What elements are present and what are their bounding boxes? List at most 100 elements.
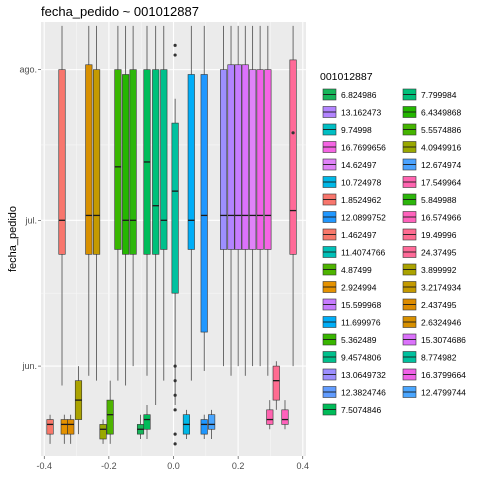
box-body bbox=[122, 74, 130, 255]
legend-item: 24.37495 bbox=[402, 246, 457, 258]
legend-item: 6.4349868 bbox=[402, 106, 461, 118]
box bbox=[152, 25, 160, 405]
box bbox=[99, 419, 107, 444]
legend-label: 1.462497 bbox=[341, 230, 377, 240]
x-ticks: -0.4 -0.2 0.0 0.2 0.4 bbox=[36, 456, 309, 471]
legend-label: 2.924994 bbox=[341, 283, 377, 293]
outlier-point bbox=[173, 53, 177, 57]
legend-item: 2.437495 bbox=[402, 298, 457, 311]
y-tick-label: jun. bbox=[21, 361, 37, 371]
box-body bbox=[266, 409, 274, 425]
y-ticks: jun. jul. ago. bbox=[19, 65, 41, 371]
box bbox=[266, 400, 274, 430]
y-tick-label: ago. bbox=[19, 65, 37, 75]
box-body bbox=[114, 69, 122, 250]
legend-label: 10.724978 bbox=[341, 178, 381, 188]
x-tick-label: -0.2 bbox=[101, 461, 117, 471]
box bbox=[256, 25, 264, 367]
legend-item: 3.2174934 bbox=[402, 281, 461, 293]
box bbox=[114, 25, 122, 381]
box-body bbox=[220, 69, 228, 250]
legend-item: 12.674974 bbox=[402, 158, 461, 171]
legend-label: 16.7699656 bbox=[341, 143, 386, 153]
legend-label: 2.437495 bbox=[421, 300, 457, 310]
box-body bbox=[152, 69, 160, 255]
legend-item: 19.49996 bbox=[402, 228, 457, 241]
legend-item: 8.774982 bbox=[402, 351, 457, 363]
legend-item: 4.0949916 bbox=[402, 141, 461, 153]
legend-item: 17.549964 bbox=[402, 176, 461, 188]
outlier-point bbox=[173, 432, 177, 436]
box bbox=[227, 25, 235, 376]
box bbox=[160, 25, 168, 381]
legend-item: 16.3799664 bbox=[402, 368, 466, 381]
legend: 6.824986 13.162473 9.74998 16.7699656 14.624… bbox=[322, 88, 466, 416]
box bbox=[272, 361, 280, 410]
x-tick-label: 0.2 bbox=[232, 461, 245, 471]
outlier-point bbox=[173, 379, 177, 383]
legend-item: 1.462497 bbox=[322, 228, 377, 241]
box bbox=[67, 414, 75, 444]
y-tick-label: jul. bbox=[24, 215, 37, 225]
y-axis-title: fecha_pedido bbox=[7, 206, 19, 272]
legend-label: 11.4074766 bbox=[341, 248, 386, 258]
legend-item: 7.5074846 bbox=[322, 403, 381, 416]
box-body bbox=[106, 399, 114, 435]
box-body bbox=[281, 409, 289, 425]
legend-label: 14.62497 bbox=[341, 160, 377, 170]
legend-label: 7.799984 bbox=[421, 90, 457, 100]
box-body bbox=[256, 69, 264, 250]
legend-label: 5.362489 bbox=[341, 335, 377, 345]
x-tick-label: 0.0 bbox=[167, 461, 180, 471]
box-body bbox=[208, 414, 216, 430]
legend-item: 15.3074686 bbox=[402, 333, 466, 346]
legend-label: 4.0949916 bbox=[421, 143, 461, 153]
legend-label: 17.549964 bbox=[421, 178, 461, 188]
box bbox=[289, 25, 297, 367]
legend-item: 11.4074766 bbox=[322, 246, 386, 258]
legend-label: 6.824986 bbox=[341, 90, 377, 100]
legend-item: 15.599968 bbox=[322, 298, 381, 311]
box-body bbox=[264, 69, 272, 250]
legend-item: 5.5574886 bbox=[402, 123, 461, 136]
box-body bbox=[171, 122, 179, 294]
box-body bbox=[272, 365, 280, 401]
box bbox=[143, 404, 151, 439]
box-body bbox=[227, 64, 235, 250]
box bbox=[122, 25, 130, 386]
box-body bbox=[200, 419, 208, 435]
box-body bbox=[200, 74, 208, 333]
box bbox=[106, 380, 114, 444]
legend-item: 9.74998 bbox=[322, 123, 372, 136]
box-body bbox=[67, 419, 75, 435]
box-body bbox=[46, 419, 54, 435]
legend-label: 5.849988 bbox=[421, 195, 457, 205]
box-body bbox=[160, 69, 168, 250]
legend-item: 6.824986 bbox=[322, 88, 377, 101]
x-tick-label: 0.4 bbox=[297, 461, 310, 471]
legend-label: 12.4799744 bbox=[421, 388, 466, 398]
legend-label: 5.5574886 bbox=[421, 125, 461, 135]
outlier-point bbox=[173, 364, 177, 368]
legend-label: 16.3799664 bbox=[421, 370, 466, 380]
box bbox=[171, 43, 179, 446]
box-body bbox=[93, 69, 101, 255]
legend-label: 7.5074846 bbox=[341, 405, 381, 415]
box-body bbox=[129, 69, 137, 255]
legend-label: 12.3824746 bbox=[341, 388, 386, 398]
legend-item: 13.0649732 bbox=[322, 368, 386, 381]
box-body bbox=[99, 424, 107, 440]
legend-item: 9.4574806 bbox=[322, 351, 381, 363]
boxes bbox=[46, 25, 297, 446]
legend-item: 16.7699656 bbox=[322, 141, 386, 153]
outlier-point bbox=[173, 43, 177, 47]
legend-label: 12.674974 bbox=[421, 160, 461, 170]
box-body bbox=[58, 69, 66, 255]
legend-item: 11.699976 bbox=[322, 316, 381, 328]
box-body bbox=[234, 64, 242, 250]
legend-label: 1.8524962 bbox=[341, 195, 381, 205]
legend-label: 12.0899752 bbox=[341, 213, 386, 223]
box bbox=[187, 25, 195, 381]
legend-label: 15.3074686 bbox=[421, 335, 466, 345]
